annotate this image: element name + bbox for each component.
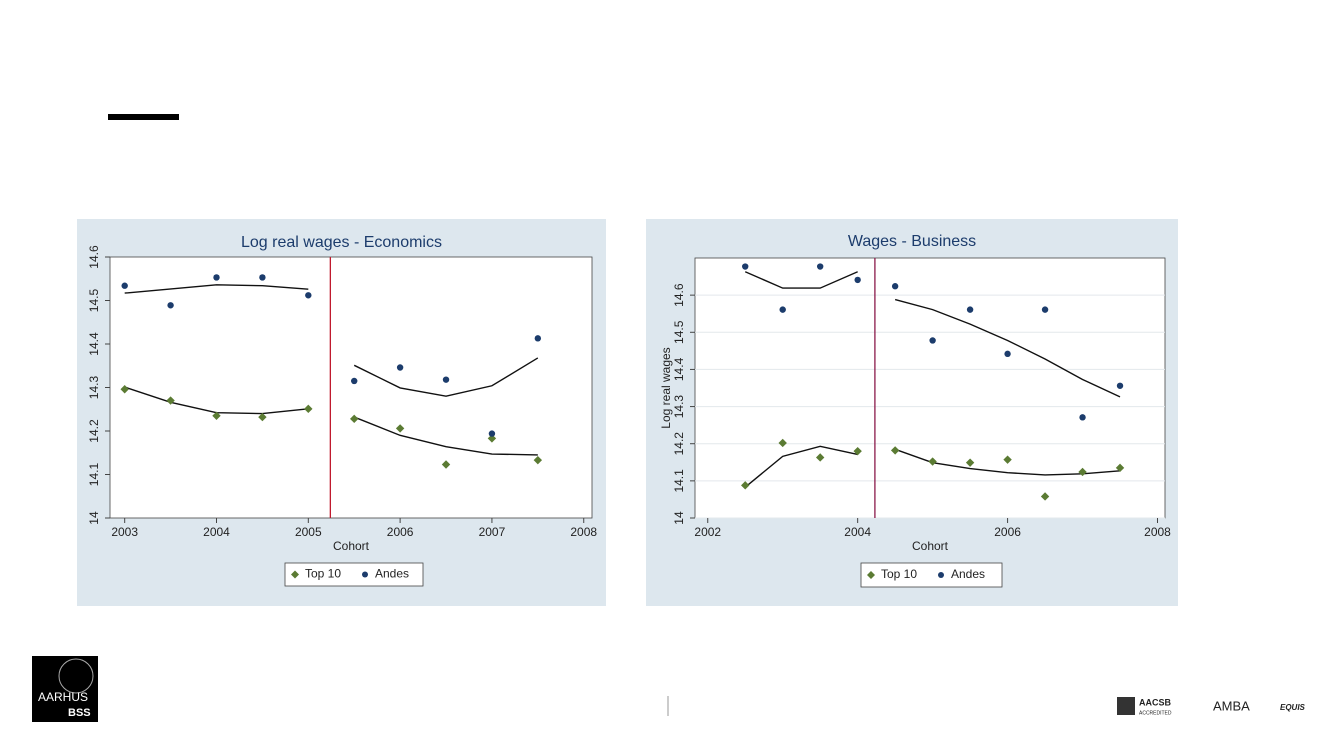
y-tick-label: 14.5: [87, 288, 101, 312]
point: [258, 412, 267, 422]
point: [212, 411, 221, 420]
legend-label: Top 10: [881, 567, 917, 581]
legend-marker: [867, 571, 875, 579]
legend-label: Andes: [375, 567, 409, 581]
y-tick-label: 14: [87, 511, 101, 525]
y-tick-label: 14.5: [672, 320, 686, 344]
logo-text: BSS: [68, 707, 91, 719]
accreditation: AACSB: [1139, 697, 1172, 707]
point: [121, 282, 128, 289]
point: [1078, 467, 1087, 477]
point: [1041, 306, 1049, 313]
point: [213, 274, 220, 281]
y-tick-label: 14.4: [672, 357, 686, 381]
point: [350, 414, 359, 424]
x-tick-label: 2005: [295, 525, 322, 539]
logo-seal: [58, 658, 94, 694]
chart-title: Wages - Business: [848, 233, 976, 250]
point: [779, 306, 786, 313]
point: [853, 446, 862, 456]
legend: [860, 562, 1003, 588]
chart-title: Log real wages - Economics: [241, 234, 442, 251]
point: [1003, 455, 1012, 464]
point: [304, 404, 313, 414]
point: [351, 377, 358, 385]
plot-area: [109, 256, 593, 519]
y-tick-label: 14.2: [87, 419, 101, 443]
legend-marker: [362, 571, 368, 578]
title-bar: [108, 114, 179, 120]
y-tick-label: 14.6: [672, 283, 686, 307]
point: [965, 458, 975, 467]
point: [741, 481, 750, 490]
point: [1040, 492, 1050, 501]
legend-marker: [938, 572, 944, 578]
x-tick-label: 2003: [111, 525, 138, 539]
point: [778, 438, 787, 448]
x-tick-label: 2004: [844, 525, 871, 539]
y-tick-label: 14.4: [87, 332, 101, 356]
point: [890, 446, 900, 455]
point: [442, 376, 450, 383]
point: [166, 396, 175, 405]
point: [534, 335, 542, 342]
point: [1079, 414, 1086, 421]
legend-label: Top 10: [305, 567, 341, 581]
point: [816, 263, 824, 270]
point: [854, 276, 861, 284]
x-tick-label: 2004: [203, 525, 230, 539]
point: [891, 283, 899, 290]
legend-label: Andes: [951, 567, 985, 581]
point: [487, 434, 497, 443]
x-axis-label: Cohort: [333, 539, 370, 553]
point: [441, 460, 451, 469]
accreditation: EQUIS: [1280, 703, 1306, 712]
y-tick-label: 14.3: [87, 375, 101, 399]
fit-line: [744, 445, 858, 488]
point: [815, 453, 825, 462]
point: [395, 424, 405, 433]
point: [966, 306, 974, 313]
point: [742, 263, 749, 270]
point: [488, 430, 496, 437]
point: [305, 292, 312, 299]
y-tick-label: 14: [672, 511, 686, 525]
point: [928, 457, 937, 466]
x-tick-label: 2008: [1144, 525, 1171, 539]
point: [120, 385, 129, 394]
y-tick-label: 14.1: [87, 462, 101, 486]
x-tick-label: 2008: [570, 525, 597, 539]
x-tick-label: 2007: [479, 525, 506, 539]
y-tick-label: 14.6: [87, 245, 101, 269]
legend-marker: [291, 570, 299, 579]
accreditation: ACCREDITED: [1139, 710, 1172, 716]
x-tick-label: 2006: [387, 525, 414, 539]
point: [533, 455, 543, 465]
fit-line: [124, 284, 309, 294]
aacsb-icon: [1117, 697, 1135, 715]
point: [1116, 382, 1124, 389]
accreditation: AMBA: [1213, 698, 1250, 713]
point: [1004, 350, 1011, 358]
fit-line: [894, 298, 1121, 398]
logo-text: AARHUS: [38, 690, 88, 704]
y-tick-label: 14.2: [672, 432, 686, 456]
y-tick-label: 14.1: [672, 469, 686, 493]
y-axis-label: Log real wages: [659, 347, 673, 428]
x-tick-label: 2002: [694, 525, 721, 539]
fit-line: [353, 416, 538, 456]
point: [167, 302, 174, 309]
fit-line: [744, 271, 858, 289]
x-axis-label: Cohort: [912, 539, 949, 553]
fit-line: [353, 357, 539, 397]
point: [1115, 463, 1125, 473]
point: [396, 364, 404, 371]
legend: [284, 562, 424, 587]
x-tick-label: 2006: [994, 525, 1021, 539]
point: [259, 274, 266, 281]
y-tick-label: 14.3: [672, 395, 686, 419]
point: [929, 337, 936, 344]
plot-area: [694, 257, 1166, 519]
